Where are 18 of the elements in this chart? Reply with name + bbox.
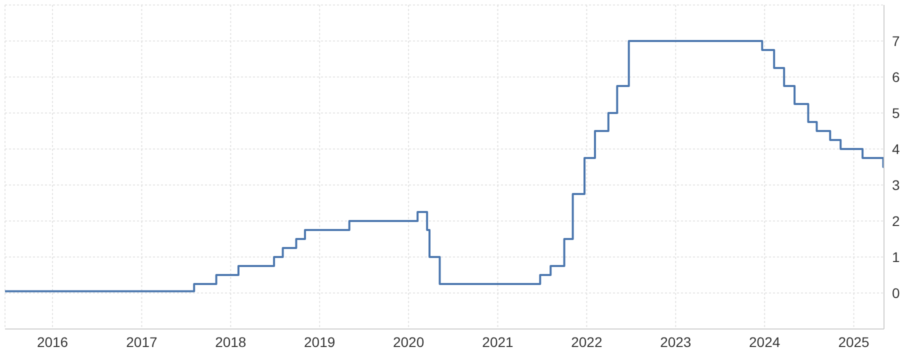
y-tick-label: 5 xyxy=(892,104,900,121)
y-tick-label: 6 xyxy=(892,68,900,85)
y-tick-label: 0 xyxy=(892,284,900,301)
x-tick-label: 2021 xyxy=(482,334,514,350)
x-tick-label: 2018 xyxy=(215,334,246,350)
x-tick-label: 2022 xyxy=(571,334,602,350)
y-tick-label: 2 xyxy=(892,212,900,229)
x-tick-label: 2017 xyxy=(126,334,158,350)
y-tick-label: 4 xyxy=(892,140,900,157)
x-tick-label: 2019 xyxy=(304,334,336,350)
x-tick-label: 2024 xyxy=(749,334,780,350)
x-tick-label: 2023 xyxy=(660,334,692,350)
x-tick-label: 2020 xyxy=(392,334,424,350)
x-tick-label: 2025 xyxy=(838,334,870,350)
y-tick-label: 1 xyxy=(892,248,900,265)
x-tick-label: 2016 xyxy=(36,334,68,350)
y-tick-label: 7 xyxy=(892,32,900,49)
y-tick-label: 3 xyxy=(892,176,900,193)
